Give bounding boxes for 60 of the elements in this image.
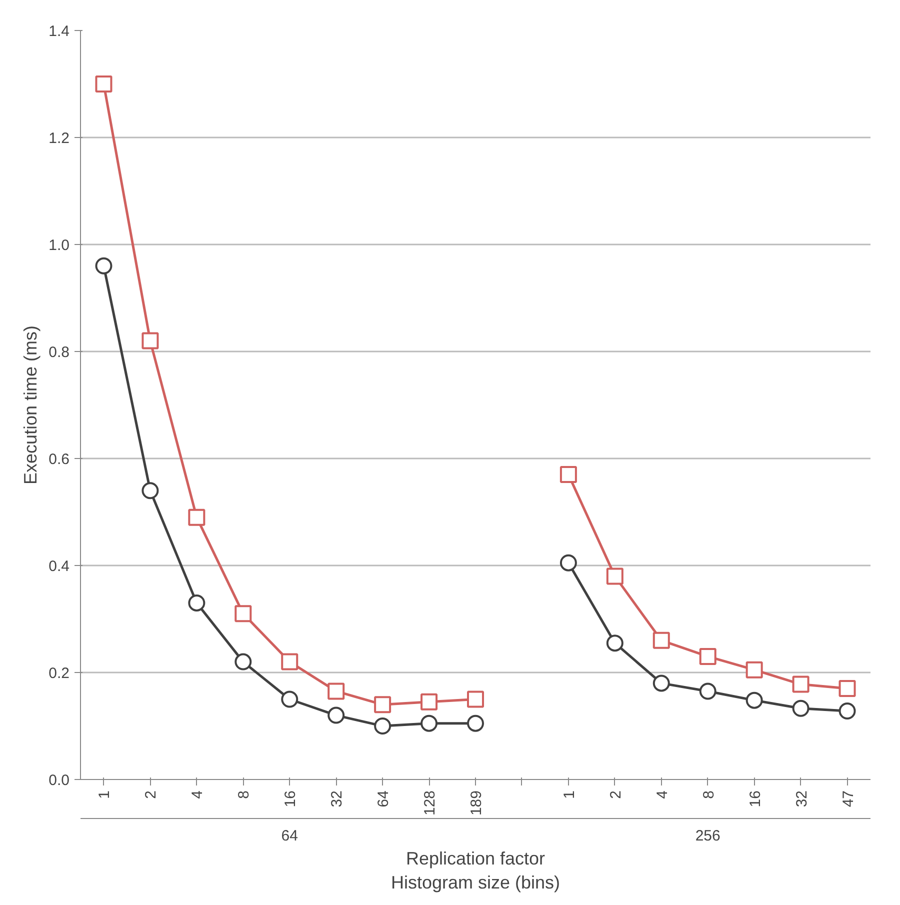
point [792,700,810,717]
point [699,682,716,700]
x-tick-label: 128 [422,790,439,816]
point [328,682,345,700]
point [374,718,392,734]
x-tick-label: 4 [654,790,671,799]
x-tick-label: 64 [375,790,392,808]
point [838,702,856,720]
y-axis-title: Execution time (ms) [20,325,41,485]
x-tick-label: 47 [840,790,857,808]
point [142,332,159,350]
x-tick-label: 1 [96,790,114,799]
point [560,466,577,484]
point [374,696,392,714]
point [420,714,438,732]
point [606,568,624,585]
point [188,594,206,612]
point [328,706,345,724]
point [142,482,159,500]
y-tick-label: 0.6 [48,451,70,468]
x-tick-label: 8 [700,790,718,799]
x-axis-title: Replication factor Histogram size (bins) [390,848,560,892]
point [746,661,763,678]
x-tick-label: 32 [793,790,810,808]
point [281,690,298,708]
point [467,690,484,708]
point [838,680,856,698]
y-tick-label: 1.4 [48,23,70,40]
point [792,676,810,693]
y-tick-label: 0.8 [48,344,70,361]
x-tick-label: 16 [282,790,300,808]
point [95,257,112,274]
x-tick-label: 2 [142,790,160,799]
point [699,648,716,665]
point [234,605,252,622]
point [188,508,206,526]
y-tick-label: 0.0 [48,772,70,789]
point [234,653,252,670]
point [560,554,577,572]
x-tick-label: 32 [328,790,346,808]
x-tick-label: 16 [746,790,764,808]
point [652,674,670,692]
y-tick-label: 0.2 [48,665,70,682]
point [606,634,624,652]
y-tick-label: 1.2 [48,130,70,147]
x-tick-label: 2 [607,790,624,799]
text: 64 [281,828,298,844]
y-tick-label: 0.4 [48,558,70,575]
point [746,692,763,709]
point [420,693,438,710]
point [281,653,298,670]
point [95,76,112,92]
x-tick-label: 8 [236,790,253,799]
x-tick-label: 4 [189,790,206,799]
point [652,632,670,649]
x-tick-label: 1 [560,790,578,799]
y-tick-label: 1.0 [48,237,70,254]
point [467,714,484,732]
x-tick-label: 189 [468,790,485,816]
text: 256 [695,828,720,844]
